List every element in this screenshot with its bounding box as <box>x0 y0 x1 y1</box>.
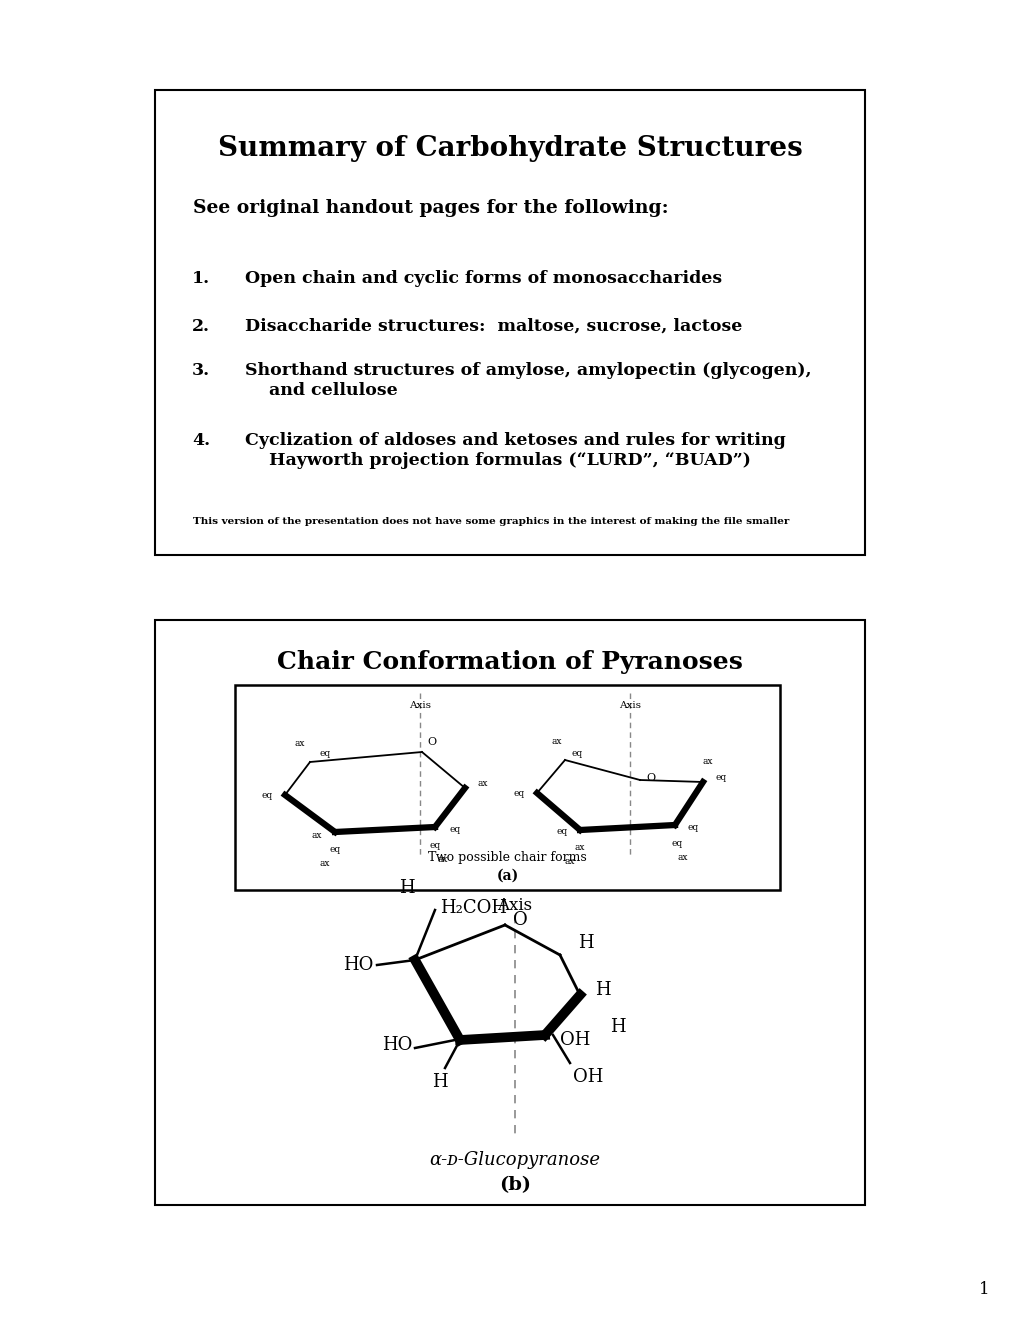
Text: HO: HO <box>381 1036 412 1053</box>
Text: ax: ax <box>574 843 585 853</box>
Text: Chair Conformation of Pyranoses: Chair Conformation of Pyranoses <box>277 649 742 675</box>
Bar <box>155 90 864 554</box>
Text: 4.: 4. <box>192 432 210 449</box>
Text: ax: ax <box>319 859 330 869</box>
Text: 1: 1 <box>978 1282 989 1299</box>
Text: Two possible chair forms: Two possible chair forms <box>428 851 586 865</box>
Text: ax: ax <box>677 853 688 862</box>
Text: ax: ax <box>477 779 488 788</box>
Text: H: H <box>432 1073 447 1092</box>
Text: eq: eq <box>329 846 340 854</box>
Text: eq: eq <box>556 828 567 837</box>
Text: H: H <box>594 981 610 999</box>
Text: O: O <box>427 737 436 747</box>
Text: eq: eq <box>687 822 698 832</box>
Text: OH: OH <box>573 1068 603 1086</box>
Text: α-ᴅ-Glucopyranose: α-ᴅ-Glucopyranose <box>429 1151 600 1170</box>
Bar <box>234 685 780 890</box>
Text: This version of the presentation does not have some graphics in the interest of : This version of the presentation does no… <box>193 517 789 527</box>
Text: 1.: 1. <box>192 271 210 286</box>
Text: eq: eq <box>671 838 682 847</box>
Text: H: H <box>609 1018 625 1036</box>
Text: H: H <box>578 935 593 952</box>
Text: Open chain and cyclic forms of monosaccharides: Open chain and cyclic forms of monosacch… <box>245 271 721 286</box>
Text: O: O <box>513 911 527 929</box>
Text: H₂COH: H₂COH <box>439 899 506 917</box>
Text: Shorthand structures of amylose, amylopectin (glycogen),
    and cellulose: Shorthand structures of amylose, amylope… <box>245 362 811 399</box>
Bar <box>155 620 864 1205</box>
Text: Summary of Carbohydrate Structures: Summary of Carbohydrate Structures <box>217 135 802 161</box>
Text: OH: OH <box>559 1031 590 1049</box>
Text: ax: ax <box>437 854 447 863</box>
Text: eq: eq <box>319 750 330 759</box>
Text: eq: eq <box>513 788 524 797</box>
Text: ax: ax <box>312 830 322 840</box>
Text: O: O <box>645 774 654 783</box>
Text: Axis: Axis <box>497 896 532 913</box>
Text: eq: eq <box>449 825 461 833</box>
Text: Disaccharide structures:  maltose, sucrose, lactose: Disaccharide structures: maltose, sucros… <box>245 318 742 335</box>
Text: H: H <box>398 879 415 898</box>
Text: HO: HO <box>342 956 373 974</box>
Text: Cyclization of aldoses and ketoses and rules for writing
    Hayworth projection: Cyclization of aldoses and ketoses and r… <box>245 432 785 469</box>
Text: ax: ax <box>565 858 575 866</box>
Text: eq: eq <box>261 791 272 800</box>
Text: ax: ax <box>702 758 712 767</box>
Text: 2.: 2. <box>192 318 210 335</box>
Text: (a): (a) <box>496 869 518 883</box>
Text: ax: ax <box>551 738 561 747</box>
Text: Axis: Axis <box>619 701 640 710</box>
Text: eq: eq <box>429 841 440 850</box>
Text: See original handout pages for the following:: See original handout pages for the follo… <box>193 199 668 216</box>
Text: Axis: Axis <box>409 701 431 710</box>
Text: 3.: 3. <box>192 362 210 379</box>
Text: ax: ax <box>294 739 305 748</box>
Text: (b): (b) <box>498 1176 531 1195</box>
Text: eq: eq <box>571 750 582 759</box>
Text: eq: eq <box>714 772 726 781</box>
